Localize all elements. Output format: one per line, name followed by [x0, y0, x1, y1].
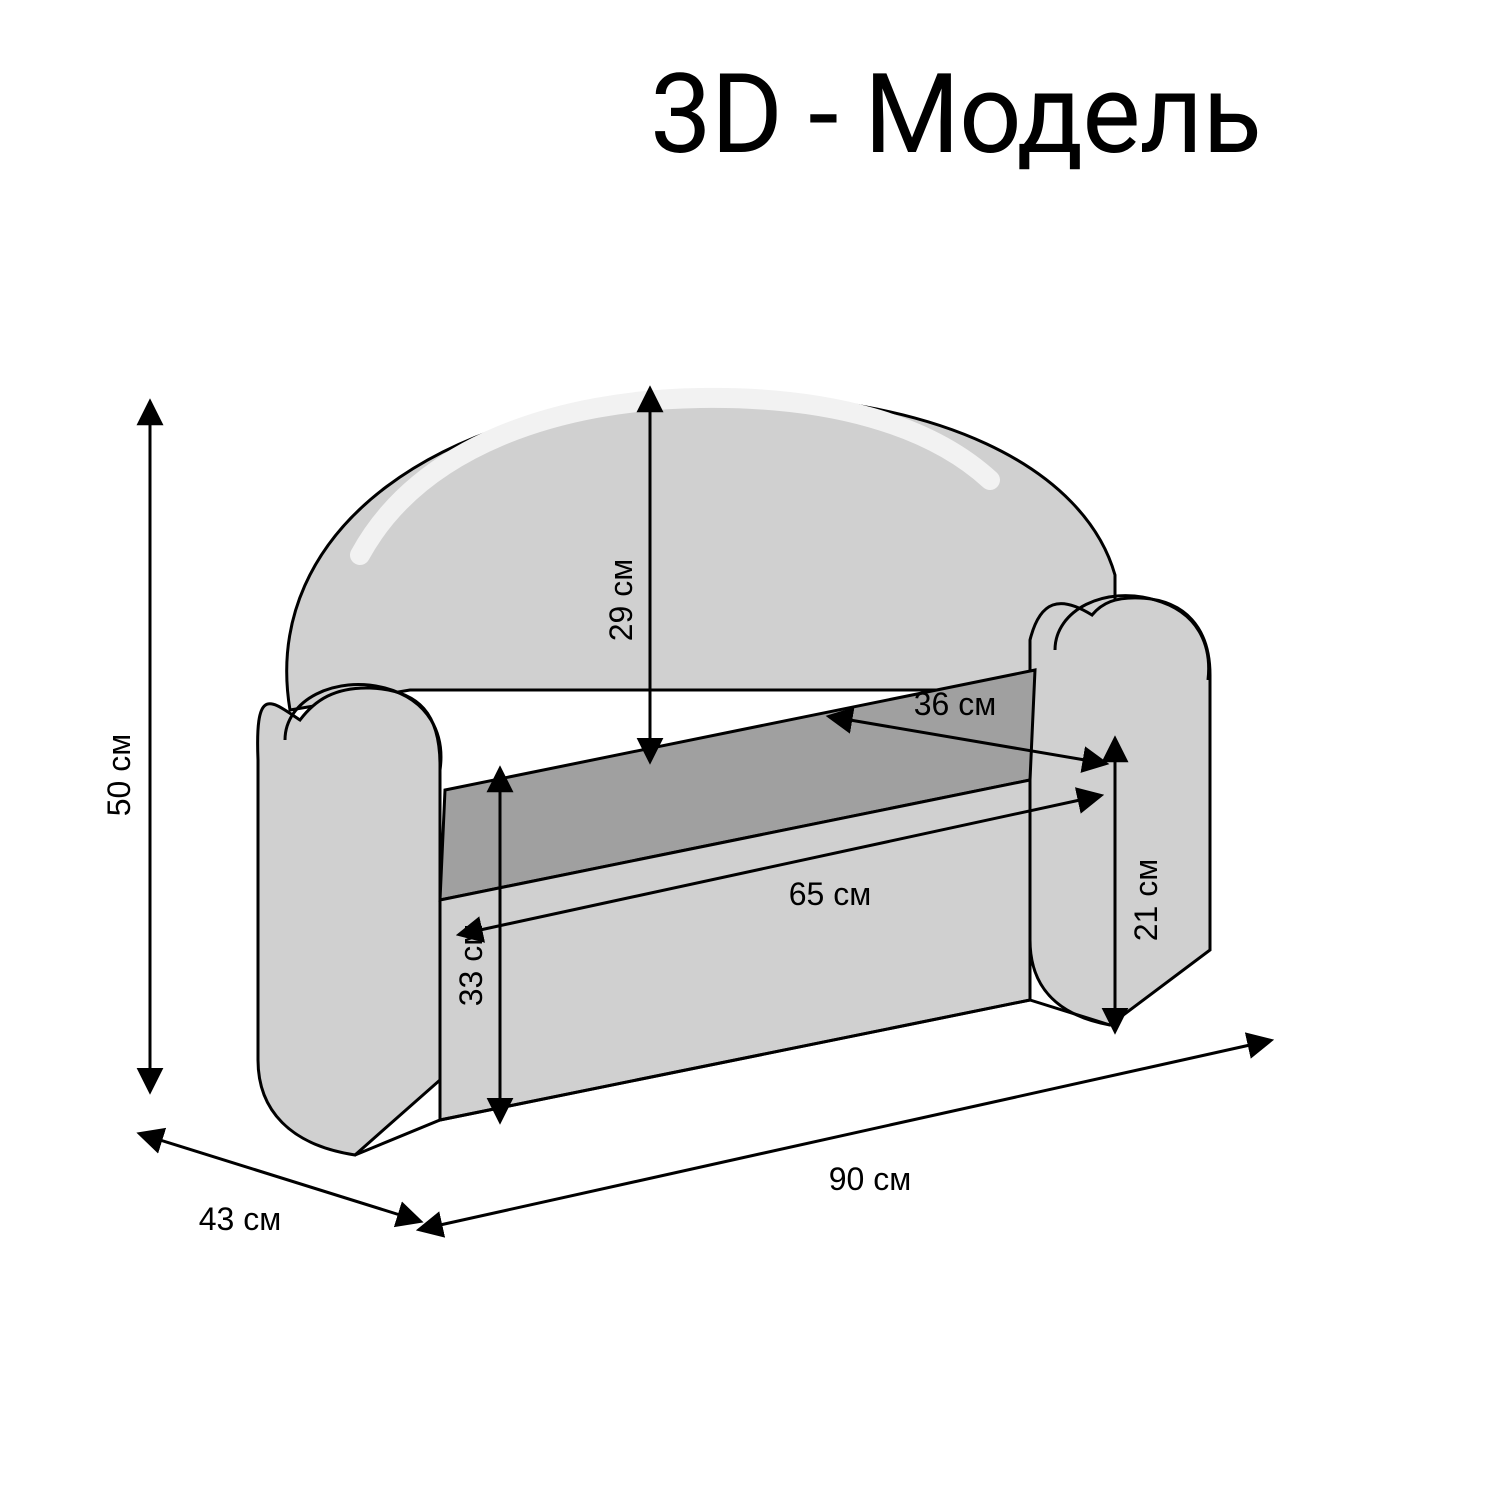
sofa-backrest [287, 395, 1115, 710]
label-height-total: 50 см [101, 734, 137, 816]
sofa-body [258, 395, 1210, 1155]
label-seat-height: 21 см [1128, 859, 1164, 941]
label-backrest-inner: 29 см [603, 559, 639, 641]
sofa-arm-left [258, 688, 440, 1155]
label-width-total: 90 см [829, 1161, 911, 1197]
sofa-arm-right [1030, 598, 1210, 1025]
label-seat-width: 65 см [789, 876, 871, 912]
label-armrest-height: 33 см [453, 924, 489, 1006]
sofa-diagram: 50 см 29 см 33 см 21 см 36 см 65 см 43 с… [0, 0, 1500, 1500]
label-seat-depth: 36 см [914, 686, 996, 722]
label-depth-total: 43 см [199, 1201, 281, 1237]
